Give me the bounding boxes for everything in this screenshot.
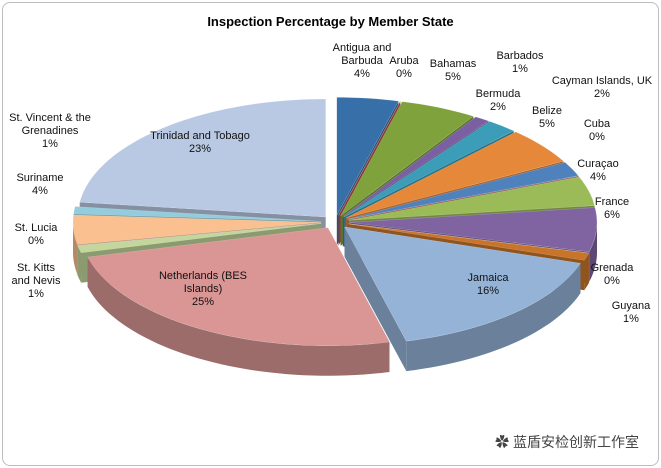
data-label: St. Vincent & the Grenadines 1% [0, 112, 108, 151]
slice-rim [77, 245, 82, 283]
slice-rim [73, 222, 78, 275]
value-label: 1% [28, 288, 44, 300]
value-label: 1% [42, 138, 58, 150]
value-label: 6% [604, 209, 620, 221]
category-label: Curaçao [577, 158, 619, 170]
slice [340, 101, 474, 217]
slice [348, 207, 598, 253]
slice [338, 101, 401, 216]
data-label: Netherlands (BES Islands) 25% [148, 270, 258, 309]
data-label: St. Kitts and Nevis 1% [11, 262, 61, 301]
slice [348, 223, 590, 261]
slice-rim [589, 222, 597, 282]
slice-rim [584, 253, 589, 291]
value-label: 25% [191, 296, 215, 308]
value-label: 16% [476, 285, 500, 297]
category-label: Trinidad and Tobago [150, 130, 250, 142]
category-label: France [594, 196, 630, 208]
watermark-icon: ✿ [495, 434, 513, 450]
data-label: Antigua and Barbuda 4% [327, 42, 397, 81]
watermark-text: 蓝盾安检创新工作室 [513, 434, 639, 450]
slice [342, 116, 490, 217]
data-label: Guyana 1% [611, 300, 651, 326]
chart-title: Inspection Percentage by Member State [207, 14, 454, 29]
category-label: St. Kitts and Nevis [11, 262, 61, 287]
category-label: Bermuda [475, 88, 521, 100]
data-label: St. Lucia 0% [11, 222, 61, 248]
slice [343, 121, 515, 218]
value-label: 1% [512, 63, 528, 75]
category-label: Cuba [583, 118, 611, 130]
data-label: Jamaica 16% [458, 272, 518, 298]
data-label: Aruba 0% [384, 55, 424, 81]
data-label: Suriname 4% [10, 172, 70, 198]
slice [344, 226, 581, 372]
value-label: 0% [589, 131, 605, 143]
category-label: Antigua and Barbuda [332, 42, 392, 67]
slice-rim [87, 257, 390, 376]
data-label: Cuba 0% [577, 118, 617, 144]
slice [336, 97, 399, 216]
slice-side [344, 226, 407, 372]
category-label: Aruba [389, 55, 419, 67]
slice [79, 98, 326, 218]
data-label: Barbados 1% [490, 50, 550, 76]
data-label: Cayman Islands, UK 2% [542, 75, 661, 101]
category-label: Barbados [496, 50, 544, 62]
slice [77, 222, 322, 246]
category-label: St. Vincent & the Grenadines [9, 112, 91, 137]
slice [344, 226, 581, 342]
value-label: 4% [354, 68, 370, 80]
value-label: 0% [28, 235, 44, 247]
slice-rim [406, 263, 581, 372]
slice [77, 223, 322, 254]
value-label: 0% [396, 68, 412, 80]
data-label: Belize 5% [527, 105, 567, 131]
slice [87, 227, 390, 346]
data-label: Curaçao 4% [573, 158, 623, 184]
value-label: 0% [604, 275, 620, 287]
slice [345, 131, 564, 219]
value-label: 5% [539, 118, 555, 130]
slice [347, 175, 579, 220]
value-label: 23% [188, 143, 212, 155]
data-label: Grenada 0% [587, 262, 637, 288]
category-label: Belize [532, 105, 562, 117]
value-label: 4% [32, 185, 48, 197]
slice [72, 214, 322, 245]
category-label: Bahamas [429, 58, 477, 70]
category-label: Cayman Islands, UK [551, 75, 653, 87]
data-label: Trinidad and Tobago 23% [140, 130, 260, 156]
category-label: Suriname [16, 172, 64, 184]
category-label: Guyana [611, 300, 651, 312]
slice [87, 227, 390, 376]
category-label: Grenada [590, 262, 634, 274]
category-label: Netherlands (BES Islands) [158, 270, 248, 295]
watermark: ✿ 蓝盾安检创新工作室 [495, 432, 639, 452]
value-label: 2% [594, 88, 610, 100]
value-label: 5% [445, 71, 461, 83]
slice [347, 162, 579, 220]
value-label: 1% [623, 313, 639, 325]
data-label: France 6% [592, 196, 632, 222]
data-label: Bahamas 5% [423, 58, 483, 84]
category-label: St. Lucia [14, 222, 58, 234]
data-label: Bermuda 2% [468, 88, 528, 114]
slice [348, 223, 589, 254]
category-label: Jamaica [467, 272, 509, 284]
value-label: 2% [490, 101, 506, 113]
slice [348, 176, 595, 221]
slice [73, 206, 322, 222]
value-label: 4% [590, 171, 606, 183]
